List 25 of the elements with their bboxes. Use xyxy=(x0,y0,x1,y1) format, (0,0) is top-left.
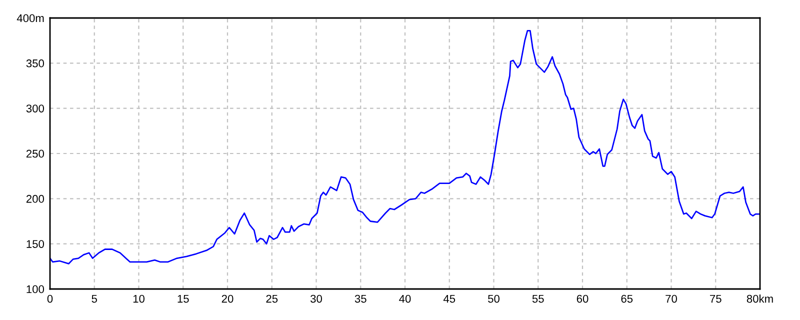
y-tick-label: 350 xyxy=(26,59,44,68)
y-tick-label: 300 xyxy=(26,104,44,112)
x-tick-label: 50 xyxy=(488,294,500,303)
x-tick-label: 75 xyxy=(710,294,722,303)
x-tick-label: 45 xyxy=(443,294,456,303)
x-tick-label: 15 xyxy=(178,294,189,303)
y-tick-label: 100 xyxy=(26,285,44,294)
x-tick-label: 70 xyxy=(666,294,677,303)
x-tick-label: 40 xyxy=(399,294,411,303)
x-tick-label: 60 xyxy=(576,294,588,303)
x-tick-label: 65 xyxy=(621,294,633,303)
x-tick-label: 5 xyxy=(92,294,97,303)
x-tick-label: 10 xyxy=(133,294,144,303)
y-tick-label: 400m xyxy=(16,14,44,22)
x-tick-label: 25 xyxy=(266,294,278,303)
y-tick-label: 200 xyxy=(26,194,44,203)
x-tick-label: 30 xyxy=(310,294,322,303)
x-tick-label: 20 xyxy=(222,294,234,303)
x-tick-label: 35 xyxy=(354,294,366,303)
x-tick-label: 55 xyxy=(532,294,544,303)
line-series xyxy=(50,30,760,264)
y-tick-label: 250 xyxy=(26,150,44,158)
x-tick-label: 80km xyxy=(746,294,773,303)
x-tick-label: 0 xyxy=(47,294,53,303)
y-tick-label: 150 xyxy=(26,240,44,248)
